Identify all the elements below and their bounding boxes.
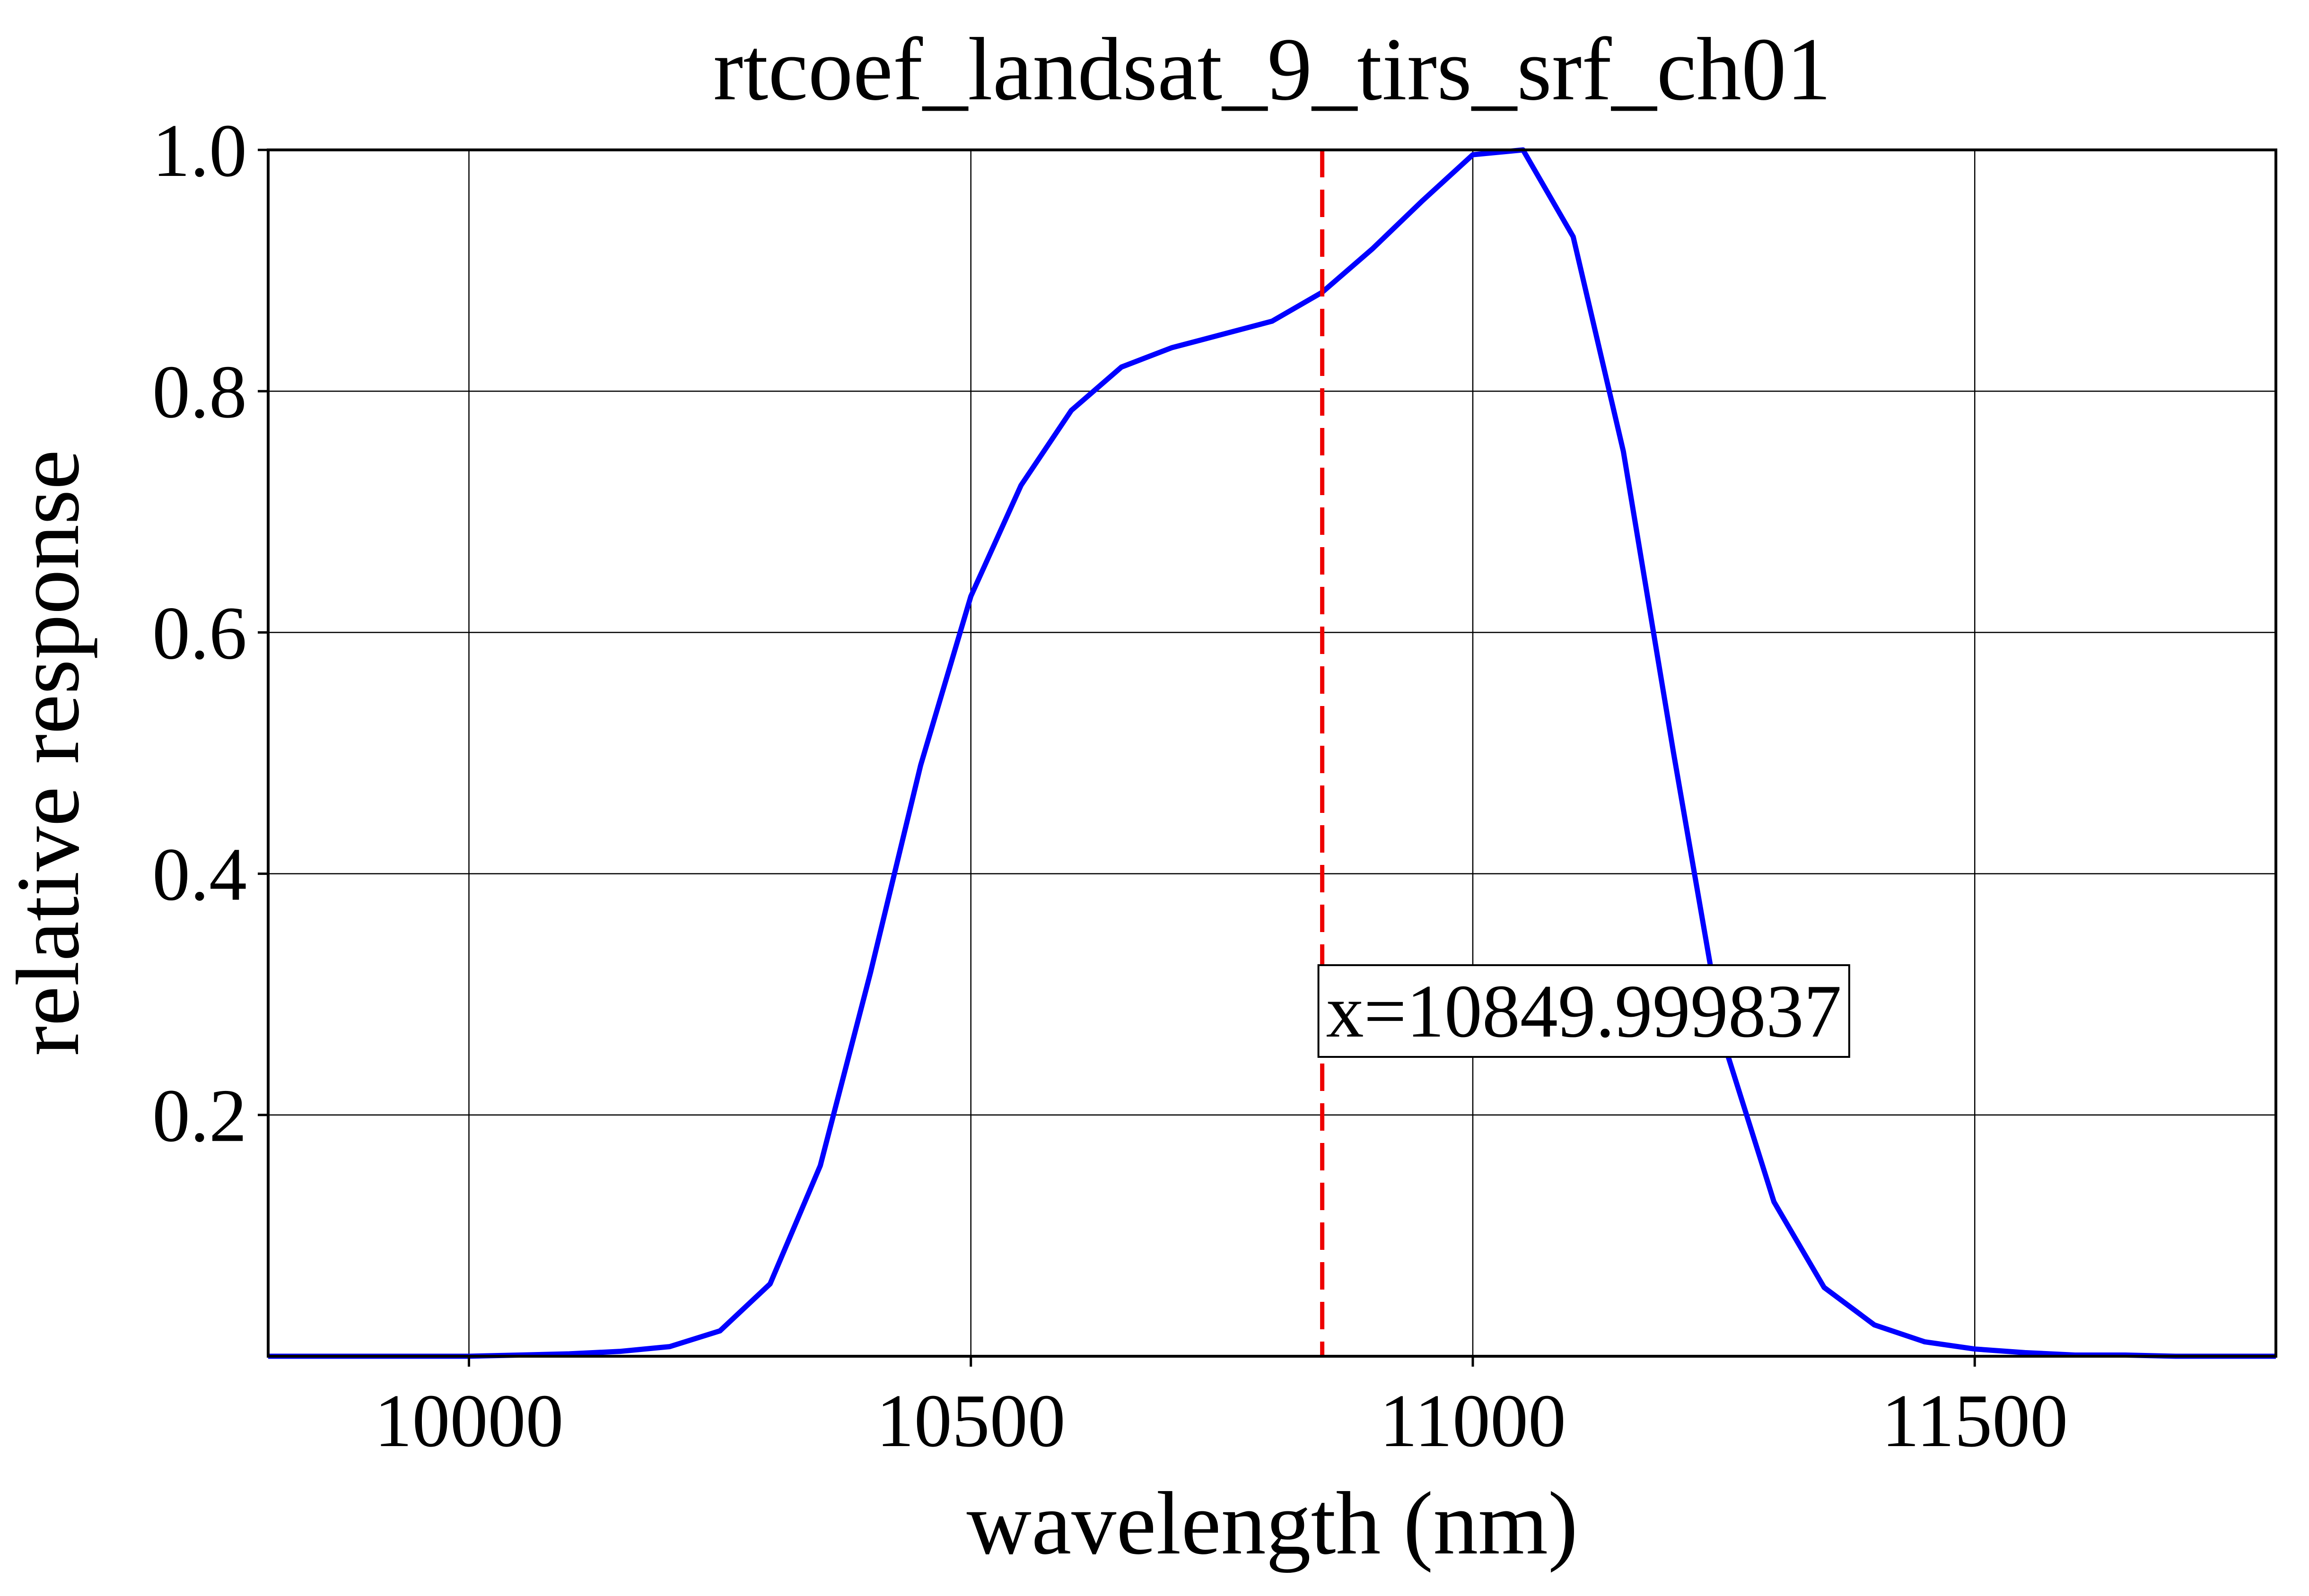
y-tick-label: 0.4 — [152, 832, 247, 916]
ticks: 10000 10500 11000 11500 0.2 0.4 0.6 0.8 1.0 — [152, 108, 2068, 1463]
chart-title: rtcoef_landsat_9_tirs_srf_ch01 — [713, 20, 1831, 119]
x-tick-label: 11500 — [1881, 1378, 2068, 1463]
y-tick-label: 0.6 — [152, 591, 247, 675]
plot-frame — [267, 148, 2277, 1358]
x-tick-label: 10000 — [375, 1378, 564, 1463]
x-tick-label: 11000 — [1380, 1378, 1566, 1463]
annotation-text: x=10849.999837 — [1326, 969, 1842, 1053]
y-axis-label: relative response — [0, 450, 98, 1056]
x-axis-label: wavelength (nm) — [967, 1474, 1578, 1573]
y-tick-label: 0.2 — [152, 1073, 247, 1158]
y-tick-label: 0.8 — [152, 349, 247, 434]
y-tick-label: 1.0 — [152, 108, 247, 192]
x-tick-label: 10500 — [876, 1378, 1066, 1463]
annotation-box — [1317, 964, 1850, 1058]
grid-lines — [268, 149, 2276, 1356]
annotation-layer: x=10849.999837 — [1317, 964, 1850, 1058]
series-layer — [268, 147, 2276, 1359]
series-line — [268, 147, 2276, 1359]
